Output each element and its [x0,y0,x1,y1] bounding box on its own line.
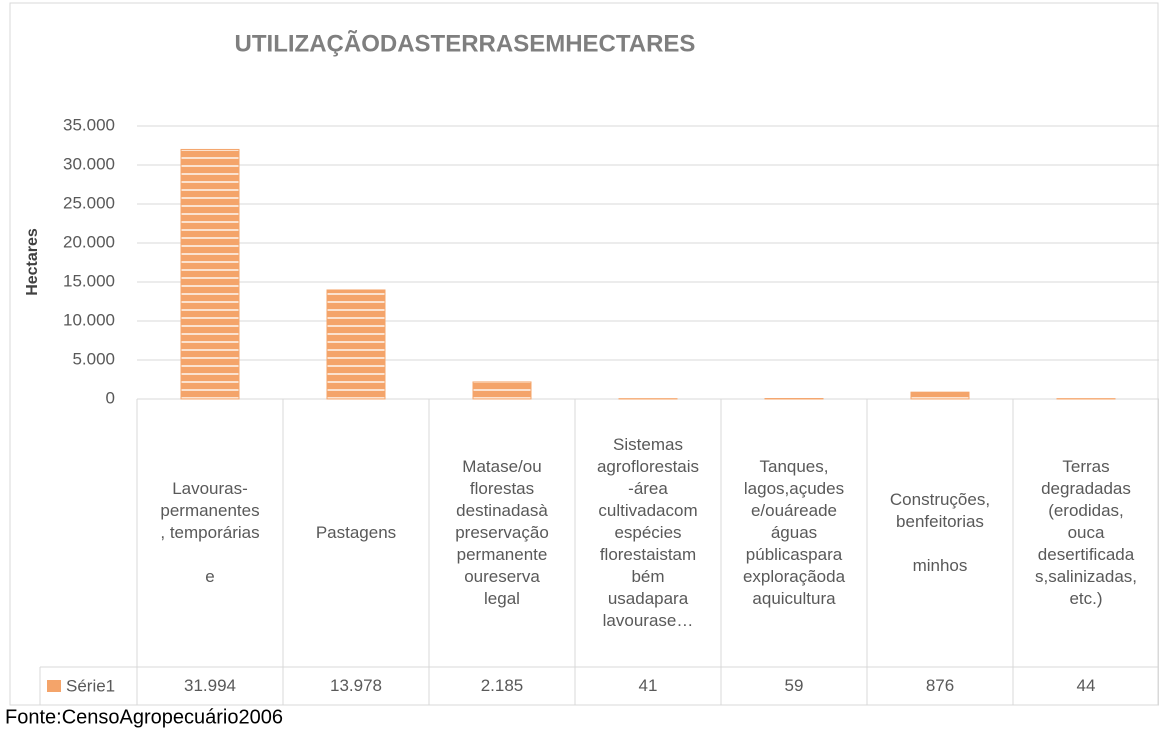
x-tick-label: Lavouras- permanentes , temporárias e [160,479,260,586]
data-label: 2.185 [480,676,524,695]
x-tick-label: Tanques, lagos,açudes e/ouáreade águas p… [742,457,846,608]
y-tick-label: 0 [106,388,115,407]
data-label: 59 [784,676,804,695]
chart-title: UTILIZAÇÃODASTERRASEMHECTARES [235,29,696,57]
data-label: 876 [925,676,955,695]
x-tick-label: Terras degradadas (erodidas, ouca desert… [1034,457,1138,608]
y-tick-label: 10.000 [63,310,115,329]
bar [180,148,240,400]
legend-swatch [47,680,61,692]
y-tick-label: 5.000 [72,349,115,368]
x-tick-label: Matase/ou florestas destinadasà preserva… [455,457,549,608]
y-tick-label: 20.000 [63,232,115,251]
y-tick-label: 35.000 [63,115,115,134]
bar [472,381,532,400]
x-tick-label: Pastagens [315,523,397,542]
y-tick-label: 25.000 [63,193,115,212]
bar [326,289,386,400]
y-axis-label: Hectares [24,228,41,296]
bar [910,391,970,400]
y-tick-label: 15.000 [63,271,115,290]
source: Fonte:CensoAgropecuário2006 [5,706,283,728]
x-tick-label: Construções, benfeitorias minhos [889,490,991,575]
data-label: 44 [1076,676,1096,695]
legend-label: Série1 [66,676,115,695]
x-tick-label: Sistemas agroflorestais -área cultivadac… [596,435,700,630]
data-label: 13.978 [330,676,382,695]
data-label: 41 [638,676,658,695]
data-label: 31.994 [184,676,236,695]
y-tick-label: 30.000 [63,154,115,173]
